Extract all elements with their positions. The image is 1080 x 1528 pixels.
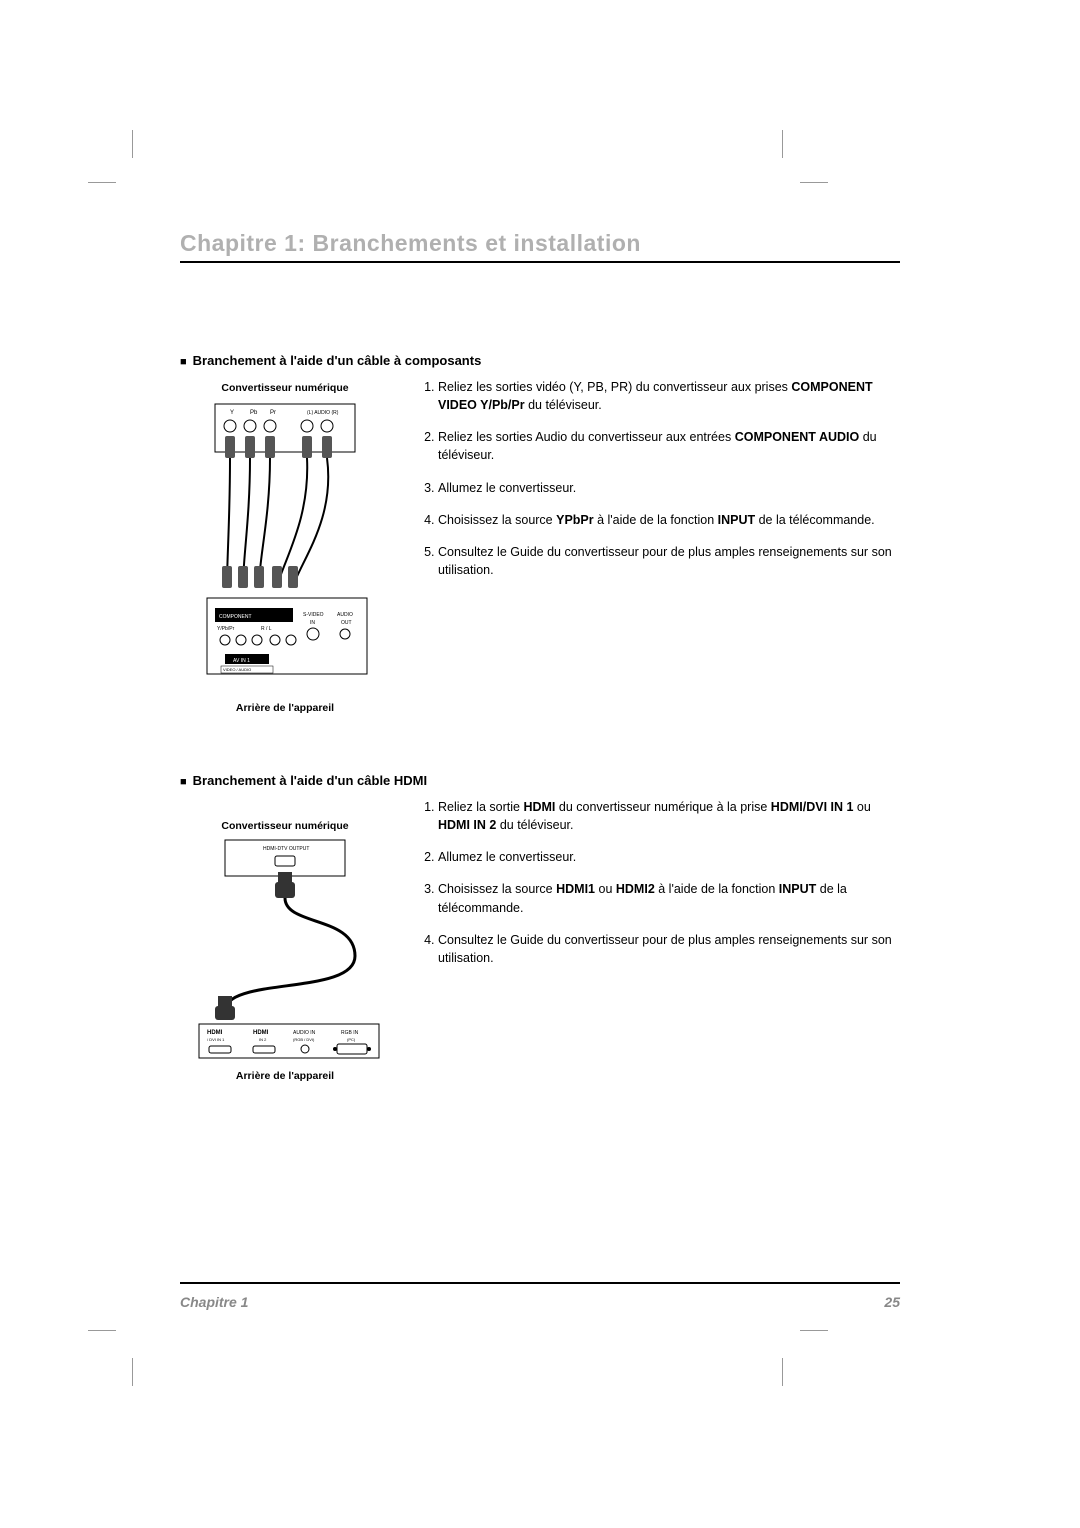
section1-diagram-col: Convertisseur numérique Y Pb Pr (L) AUDI… [180,378,390,718]
section2-steps: Reliez la sortie HDMI du convertisseur n… [418,798,900,967]
step-item: Allumez le convertisseur. [438,848,900,866]
svg-text:AUDIO: AUDIO [337,612,353,618]
step-item: Consultez le Guide du convertisseur pour… [438,543,900,579]
svg-text:RGB IN: RGB IN [341,1030,359,1036]
crop-mark [800,182,828,183]
page-footer: Chapitre 1 25 [180,1282,900,1310]
section1-caption-bottom: Arrière de l'appareil [180,702,390,714]
section1-steps: Reliez les sorties vidéo (Y, PB, PR) du … [418,378,900,579]
section2-header-text: Branchement à l'aide d'un câble HDMI [193,773,427,788]
step-item: Choisissez la source HDMI1 ou HDMI2 à l'… [438,880,900,916]
section2-header: ■ Branchement à l'aide d'un câble HDMI [180,773,900,788]
section2-caption-top: Convertisseur numérique [180,820,390,832]
svg-text:HDMI-DTV OUTPUT: HDMI-DTV OUTPUT [263,846,309,852]
crop-mark [782,130,783,158]
svg-text:(PC): (PC) [347,1037,356,1042]
footer-page-number: 25 [884,1294,900,1310]
section2-row: Convertisseur numérique HDMI-DTV OUTPUT [180,798,900,1086]
crop-mark [88,1330,116,1331]
svg-text:Y/Pb/Pr: Y/Pb/Pr [217,626,235,632]
step-item: Consultez le Guide du convertisseur pour… [438,931,900,967]
svg-text:HDMI: HDMI [253,1030,269,1036]
svg-text:(RGB / DVI): (RGB / DVI) [293,1037,315,1042]
crop-mark [132,1358,133,1386]
svg-text:Pr: Pr [270,410,276,416]
svg-text:(L) AUDIO (R): (L) AUDIO (R) [307,410,339,416]
section1-header-text: Branchement à l'aide d'un câble à compos… [193,353,482,368]
step-item: Reliez les sorties vidéo (Y, PB, PR) du … [438,378,900,414]
section2-diagram-col: Convertisseur numérique HDMI-DTV OUTPUT [180,798,390,1086]
svg-text:R / L: R / L [261,626,272,632]
hdmi-wiring-diagram: HDMI-DTV OUTPUT HDMI / DVI IN 1 HDMI [185,836,385,1066]
svg-text:COMPONENT: COMPONENT [219,614,252,620]
svg-text:S-VIDEO: S-VIDEO [303,612,324,618]
step-item: Allumez le convertisseur. [438,479,900,497]
svg-text:OUT: OUT [341,620,352,626]
crop-mark [88,182,116,183]
section2-caption-bottom: Arrière de l'appareil [180,1070,390,1082]
section1-row: Convertisseur numérique Y Pb Pr (L) AUDI… [180,378,900,718]
svg-text:Pb: Pb [250,410,258,416]
footer-chapter: Chapitre 1 [180,1294,248,1310]
bullet-square-icon: ■ [180,776,187,788]
svg-text:/ DVI IN 1: / DVI IN 1 [207,1037,225,1042]
crop-mark [782,1358,783,1386]
component-wiring-diagram: Y Pb Pr (L) AUDIO (R) [195,398,375,698]
svg-text:AV IN 1: AV IN 1 [233,658,250,664]
svg-text:HDMI: HDMI [207,1030,223,1036]
step-item: Reliez la sortie HDMI du convertisseur n… [438,798,900,834]
section1-caption-top: Convertisseur numérique [180,382,390,394]
step-item: Choisissez la source YPbPr à l'aide de l… [438,511,900,529]
svg-text:Y: Y [230,410,234,416]
section1-header: ■ Branchement à l'aide d'un câble à compo… [180,353,900,368]
svg-text:IN: IN [310,620,315,626]
crop-mark [132,130,133,158]
svg-text:IN 2: IN 2 [259,1037,267,1042]
step-item: Reliez les sorties Audio du convertisseu… [438,428,900,464]
crop-mark [800,1330,828,1331]
svg-text:VIDEO / AUDIO: VIDEO / AUDIO [223,667,251,672]
chapter-title: Chapitre 1: Branchements et installation [180,230,900,263]
svg-text:AUDIO IN: AUDIO IN [293,1030,316,1036]
bullet-square-icon: ■ [180,356,187,368]
